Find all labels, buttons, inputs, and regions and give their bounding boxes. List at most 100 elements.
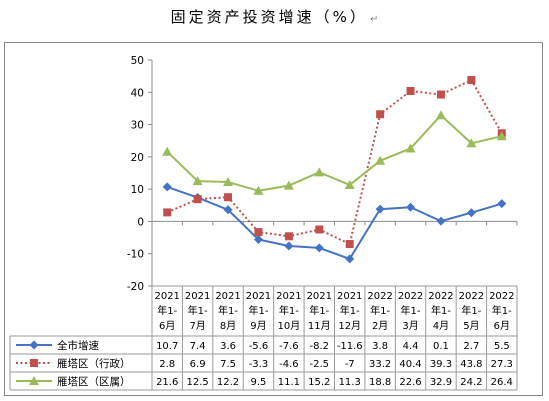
category-label: 2022 xyxy=(459,291,484,302)
table-value-cell: 32.9 xyxy=(430,377,452,388)
y-tick-label: 50 xyxy=(131,55,144,67)
category-label: 年1- xyxy=(431,304,451,317)
category-label: 6月 xyxy=(494,320,510,332)
table-value-cell: -3.3 xyxy=(249,359,269,370)
category-label: 2022 xyxy=(428,291,453,302)
data-point-marker xyxy=(284,241,294,251)
category-label: 7月 xyxy=(189,320,205,332)
data-point-marker xyxy=(224,193,233,202)
category-label: 年1- xyxy=(401,304,421,317)
table-value-cell: 21.6 xyxy=(156,377,178,388)
category-label: 11月 xyxy=(308,320,331,332)
data-point-marker xyxy=(193,195,202,204)
table-value-cell: 33.2 xyxy=(369,359,391,370)
data-point-marker xyxy=(314,167,325,177)
category-label: 6月 xyxy=(159,320,175,332)
y-tick-label: 40 xyxy=(131,87,144,99)
table-value-cell: 40.4 xyxy=(399,359,421,370)
series-line xyxy=(166,79,503,246)
table-value-cell: 11.1 xyxy=(278,377,300,388)
category-label: 2022 xyxy=(489,291,514,302)
category-label: 9月 xyxy=(250,320,266,332)
data-point-marker xyxy=(345,254,355,264)
table-value-cell: 4.4 xyxy=(403,341,419,352)
category-label: 5月 xyxy=(463,320,479,332)
data-point-marker xyxy=(375,204,385,214)
table-value-cell: 7.5 xyxy=(220,359,236,370)
category-label: 2021 xyxy=(307,291,332,302)
legend-label: 雁塔区（区属） xyxy=(57,375,131,388)
legend-marker-sample xyxy=(29,340,39,350)
category-label: 年1- xyxy=(157,304,177,317)
y-tick-label: 20 xyxy=(131,152,144,164)
table-value-cell: 24.2 xyxy=(460,377,482,388)
category-label: 年1- xyxy=(461,304,481,317)
data-point-marker xyxy=(223,177,234,187)
category-label: 10月 xyxy=(278,320,301,332)
category-label: 年1- xyxy=(188,304,208,317)
category-label: 年1- xyxy=(218,304,238,317)
data-point-marker xyxy=(223,205,233,215)
category-label: 2021 xyxy=(246,291,271,302)
category-label: 年1- xyxy=(370,304,390,317)
category-label: 2021 xyxy=(185,291,210,302)
data-point-marker xyxy=(466,208,476,218)
data-point-marker xyxy=(436,216,446,226)
category-label: 年1- xyxy=(309,304,329,317)
table-value-cell: 27.3 xyxy=(491,359,513,370)
data-point-marker xyxy=(467,76,476,85)
table-value-cell: 0.1 xyxy=(433,341,449,352)
table-value-cell: 2.8 xyxy=(159,359,175,370)
data-point-marker xyxy=(253,185,264,195)
table-value-cell: -4.6 xyxy=(279,359,299,370)
category-label: 2022 xyxy=(367,291,392,302)
category-label: 年1- xyxy=(248,304,268,317)
chart-frame xyxy=(4,42,543,396)
data-point-marker xyxy=(406,202,416,212)
data-point-marker xyxy=(376,110,385,119)
legend-marker-sample xyxy=(30,359,38,367)
data-point-marker xyxy=(254,228,263,237)
data-point-marker xyxy=(253,235,263,245)
table-value-cell: 39.3 xyxy=(430,359,452,370)
legend-label: 全市增速 xyxy=(57,339,99,352)
data-point-marker xyxy=(375,155,386,165)
data-point-marker xyxy=(344,179,355,189)
table-value-cell: 12.2 xyxy=(217,377,239,388)
table-value-cell: 10.7 xyxy=(156,341,178,352)
data-point-marker xyxy=(192,176,203,186)
category-label: 年1- xyxy=(279,304,299,317)
table-value-cell: 22.6 xyxy=(399,377,421,388)
table-value-cell: 18.8 xyxy=(369,377,391,388)
category-label: 2022 xyxy=(398,291,423,302)
y-tick-label: -10 xyxy=(127,249,144,261)
table-value-cell: -7 xyxy=(345,359,355,370)
return-mark-icon: ↵ xyxy=(369,14,379,25)
category-label: 2月 xyxy=(372,320,388,332)
table-value-cell: -7.6 xyxy=(279,341,299,352)
category-label: 2021 xyxy=(276,291,301,302)
table-value-cell: 9.5 xyxy=(251,377,267,388)
table-value-cell: 26.4 xyxy=(491,377,513,388)
data-point-marker xyxy=(496,131,507,141)
category-label: 年1- xyxy=(340,304,360,317)
data-point-marker xyxy=(163,208,172,217)
data-point-marker xyxy=(162,182,172,192)
table-value-cell: 2.7 xyxy=(463,341,479,352)
table-value-cell: -11.6 xyxy=(337,341,363,352)
category-label: 8月 xyxy=(220,320,236,332)
data-point-marker xyxy=(406,86,415,95)
data-point-marker xyxy=(435,110,446,120)
category-label: 4月 xyxy=(433,320,449,332)
table-value-cell: 15.2 xyxy=(308,377,330,388)
table-value-cell: 6.9 xyxy=(190,359,206,370)
table-value-cell: 5.5 xyxy=(494,341,510,352)
table-value-cell: 12.5 xyxy=(186,377,208,388)
table-value-cell: -8.2 xyxy=(310,341,330,352)
legend-label: 雁塔区（行政） xyxy=(57,357,131,370)
category-label: 2021 xyxy=(154,291,179,302)
data-point-marker xyxy=(405,143,416,153)
data-point-marker xyxy=(497,199,507,209)
chart-title: 固定资产投资增速（%） ↵ xyxy=(0,6,549,27)
